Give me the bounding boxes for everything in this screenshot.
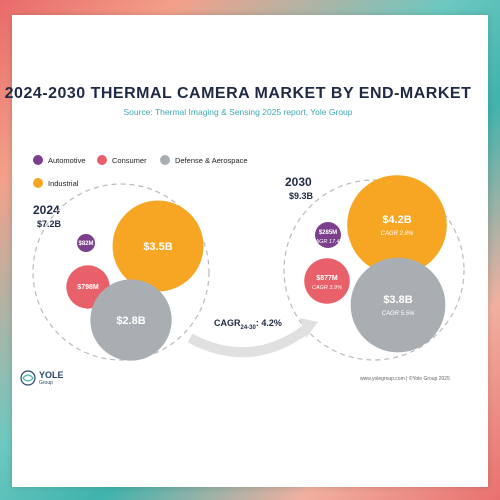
- total-2030-label: $9.3B: [289, 191, 314, 201]
- bubble-2024-defense-aerospace: [90, 279, 172, 361]
- cagr-period: 24-30: [240, 324, 256, 331]
- bubble-2030-defense-aerospace: [350, 257, 446, 353]
- legend-label-automotive: Automotive: [48, 155, 86, 165]
- cagr-value: : 4.2%: [255, 318, 282, 328]
- bubble-2030-automotive: [315, 222, 341, 248]
- legend-dot-automotive: [33, 155, 43, 165]
- bubble-label-2024-consumer: $798M: [77, 284, 99, 291]
- bubble-cagr-2030-consumer: CAGR 3.9%: [312, 285, 342, 291]
- bubble-label-2024-industrial: $3.5B: [143, 241, 172, 253]
- group-2024-outline: [32, 183, 210, 361]
- chart-subtitle: Source: Thermal Imaging & Sensing 2025 r…: [123, 107, 353, 117]
- footer-credit: www.yolegroup.com | ©Yole Group 2025: [360, 376, 450, 382]
- growth-arrow-head: [300, 318, 318, 338]
- legend-dot-industrial: [33, 178, 43, 188]
- bubble-label-2024-defense-aerospace: $2.8B: [116, 315, 145, 327]
- yole-logo: YOLE Group: [20, 370, 64, 386]
- bubble-cagr-2030-automotive: CAGR 17.4%: [311, 239, 344, 245]
- bubble-label-2030-automotive: $285M: [319, 230, 337, 236]
- cagr-label-text: CAGR: [214, 318, 241, 328]
- growth-arrow: [187, 325, 308, 358]
- bubble-layer: $3.5B $82M $798M $2.8B $4.2B CAGR 2.8% $285M CA…: [66, 175, 447, 361]
- year-2024-label: 2024: [33, 203, 60, 217]
- bubble-cagr-2030-industrial: CAGR 2.8%: [381, 231, 414, 237]
- legend-defense: Defense & Aerospace: [160, 155, 248, 165]
- yole-logo-icon: [20, 370, 36, 386]
- logo-name: YOLE: [39, 369, 64, 380]
- bubble-cagr-2030-defense-aerospace: CAGR 5.5%: [382, 311, 415, 317]
- bubble-label-2024-automotive: $82M: [78, 241, 93, 247]
- legend-automotive: Automotive: [33, 155, 86, 165]
- cagr-label: CAGR24-30: 4.2%: [214, 318, 282, 331]
- bubble-2024-industrial: [112, 200, 204, 292]
- bubble-label-2030-consumer: $877M: [316, 275, 338, 282]
- bubble-label-2030-industrial: $4.2B: [382, 214, 411, 226]
- logo-tagline: Group: [39, 379, 53, 386]
- bubble-2030-consumer: [304, 258, 350, 304]
- total-2024-label: $7.2B: [37, 219, 62, 229]
- legend-label-consumer: Consumer: [112, 155, 147, 165]
- bubble-2024-automotive: [77, 234, 95, 252]
- bubble-2030-industrial: [347, 175, 447, 275]
- legend-label-defense: Defense & Aerospace: [175, 155, 248, 165]
- legend-dot-defense: [160, 155, 170, 165]
- legend-dot-consumer: [97, 155, 107, 165]
- legend-label-industrial: Industrial: [48, 178, 79, 188]
- legend-consumer: Consumer: [97, 155, 147, 165]
- bubble-label-2030-defense-aerospace: $3.8B: [383, 294, 412, 306]
- legend-industrial: Industrial: [33, 178, 78, 188]
- chart-title: 2024-2030 THERMAL CAMERA MARKET BY END-M…: [4, 85, 472, 102]
- year-2030-label: 2030: [285, 175, 312, 189]
- group-2030-outline: [283, 179, 465, 361]
